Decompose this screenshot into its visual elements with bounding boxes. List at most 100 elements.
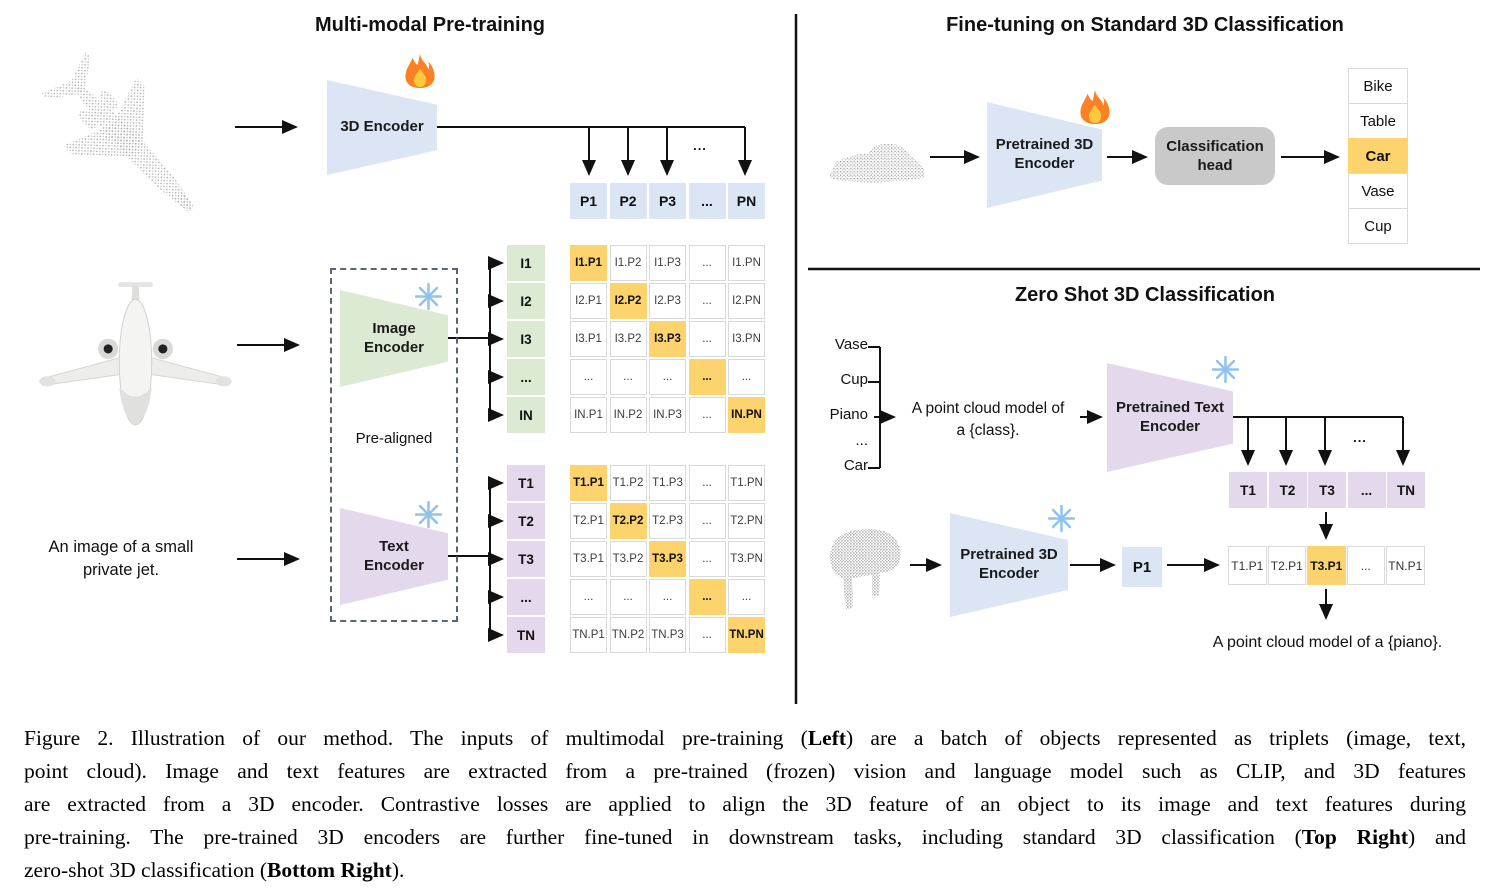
point-feature-row: P1 P2 P3... PN [570, 183, 765, 219]
text-pc-similarity-cell: ... [688, 465, 726, 501]
p-feature-cell: P3 [649, 183, 686, 219]
image-pc-similarity-cell: I3.PN [728, 321, 765, 357]
image-feature-cell: I1 [507, 245, 545, 281]
text-pc-similarity-cell: T1.P3 [649, 465, 686, 501]
finetune-title: Fine-tuning on Standard 3D Classificatio… [946, 14, 1344, 36]
text-feature-column: T1 T2 T3... TN [507, 465, 545, 653]
p-feature-cell: P1 [570, 183, 607, 219]
snowflake-icon [1047, 504, 1076, 537]
text-feature-cell: TN [507, 617, 545, 653]
image-pc-similarity-cell: ... [570, 359, 607, 395]
text-feature-cell: T2 [507, 503, 545, 539]
snowflake-icon [1211, 355, 1240, 388]
text-pc-similarity-cell: TN.P1 [570, 617, 607, 653]
pretrained-3d-encoder-finetune: Pretrained 3D Encoder [987, 102, 1102, 208]
class-name: ... [855, 432, 868, 449]
image-pc-similarity-cell: IN.P3 [649, 397, 686, 433]
class-name: Car [843, 457, 868, 474]
text-feature-cell: T2 [1268, 472, 1307, 508]
text-pc-similarity-cell: ... [649, 579, 686, 615]
text-pc-similarity-cell: T3.PN [728, 541, 765, 577]
image-pc-similarity-cell: ... [688, 245, 726, 281]
image-pc-similarity-cell: ... [609, 359, 647, 395]
class-name: Cup [840, 371, 868, 388]
image-pc-similarity-cell: I2.P2 [609, 283, 647, 319]
text-pc-similarity-cell: T1.P2 [609, 465, 647, 501]
text-pc-similarity-cell: T2.P3 [649, 503, 686, 539]
classification-head-label: Classification head [1166, 137, 1264, 175]
text-pc-similarity-cell: T3.P2 [609, 541, 647, 577]
fire-icon [405, 54, 435, 93]
p-feature-cell: ... [688, 183, 726, 219]
class-option: Car [1348, 138, 1408, 174]
similarity-score-cell: TN.P1 [1386, 546, 1425, 585]
p1-feature-cell: P1 [1122, 547, 1162, 587]
class-option: Cup [1348, 208, 1408, 244]
image-pc-similarity-cell: I3.P1 [570, 321, 607, 357]
image-pc-similarity-cell: ... [649, 359, 686, 395]
text-pointcloud-similarity-matrix: T1.P1 T1.P2 T1.P3... T1.PN T2.P1 T2.P2 T2.P3..… [570, 465, 765, 653]
pretrained-text-encoder-label: Pretrained Text Encoder [1115, 398, 1225, 435]
text-pc-similarity-cell: T3.P1 [570, 541, 607, 577]
class-option: Table [1348, 103, 1408, 139]
text-feature-cell: ... [1347, 472, 1386, 508]
class-option: Bike [1348, 68, 1408, 104]
image-pc-similarity-cell: I2.P3 [649, 283, 686, 319]
text-pc-similarity-cell: ... [609, 579, 647, 615]
text-pc-similarity-cell: ... [688, 503, 726, 539]
classification-head: Classification head [1155, 127, 1275, 185]
caption-line: Figure 2. Illustration of our method. Th… [24, 726, 1467, 750]
result-caption: A point cloud model of a {piano}. [1212, 634, 1443, 651]
image-feature-cell: ... [507, 359, 545, 395]
caption-line: pre-training. The pre-trained 3D encoder… [24, 825, 1466, 849]
image-pc-similarity-cell: I1.P1 [570, 245, 607, 281]
image-pc-similarity-cell: ... [688, 359, 726, 395]
text-pc-similarity-cell: T2.P1 [570, 503, 607, 539]
pretrained-3d-encoder-zeroshot: Pretrained 3D Encoder [950, 513, 1068, 617]
text-pc-similarity-cell: ... [688, 617, 726, 653]
image-pc-similarity-cell: ... [688, 397, 726, 433]
text-pc-similarity-cell: ... [728, 579, 765, 615]
fire-icon [1080, 90, 1110, 129]
image-pc-similarity-cell: I1.P2 [609, 245, 647, 281]
image-pc-similarity-cell: IN.P1 [570, 397, 607, 433]
image-pc-similarity-cell: ... [728, 359, 765, 395]
p-feature-cell: P2 [609, 183, 647, 219]
text-pc-similarity-cell: T2.PN [728, 503, 765, 539]
image-feature-column: I1 I2 I3... IN [507, 245, 545, 433]
image-feature-cell: IN [507, 397, 545, 433]
prompt-text: A point cloud model of a {class}. [911, 400, 1065, 439]
image-pc-similarity-cell: IN.PN [728, 397, 765, 433]
image-pc-similarity-cell: I1.P3 [649, 245, 686, 281]
airplane-point-cloud [41, 52, 195, 213]
image-encoder-label: Image Encoder [363, 319, 424, 356]
text-pc-similarity-cell: T2.P2 [609, 503, 647, 539]
pretrained-text-encoder: Pretrained Text Encoder [1107, 363, 1233, 472]
text-feature-cell: T3 [1308, 472, 1346, 508]
p-branch-ellipsis: ... [693, 138, 707, 153]
pretraining-title: Multi-modal Pre-training [315, 14, 545, 36]
t-branch-ellipsis: ... [1353, 430, 1367, 445]
text-feature-cell: T1 [1229, 472, 1267, 508]
prealigned-label: Pre-aligned [355, 430, 433, 447]
caption-line: zero-shot 3D classification (Bottom Righ… [24, 858, 405, 882]
text-encoder-label: Text Encoder [363, 537, 424, 574]
image-pc-similarity-cell: I1.PN [728, 245, 765, 281]
caption-line: point cloud). Image and text features ar… [24, 759, 1466, 783]
image-pc-similarity-cell: ... [688, 283, 726, 319]
text-feature-row: T1 T2 T3... TN [1229, 472, 1425, 508]
image-pc-similarity-cell: I3.P3 [649, 321, 686, 357]
class-name: Piano [829, 406, 868, 423]
zeroshot-title: Zero Shot 3D Classification [1014, 284, 1276, 306]
image-pc-similarity-cell: IN.P2 [609, 397, 647, 433]
zeroshot-class-list: Vase Cup Piano... Car [816, 336, 868, 481]
similarity-score-cell: T3.P1 [1307, 546, 1346, 585]
text-pc-similarity-cell: T1.PN [728, 465, 765, 501]
similarity-result-row: T1.P1 T2.P1 T3.P1... TN.P1 [1228, 546, 1425, 585]
encoder-3d: 3D Encoder [327, 80, 437, 175]
pretrained-3d-encoder-zeroshot-label: Pretrained 3D Encoder [960, 546, 1058, 582]
similarity-score-cell: T2.P1 [1267, 546, 1306, 585]
similarity-score-cell: ... [1346, 546, 1385, 585]
p-feature-cell: PN [728, 183, 765, 219]
class-name: Vase [834, 336, 868, 353]
